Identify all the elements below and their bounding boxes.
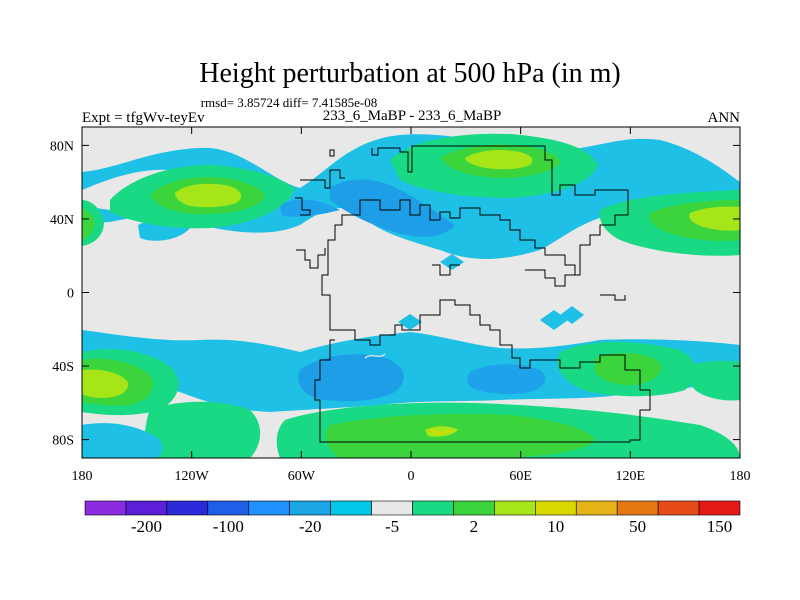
colorbar-swatch — [289, 500, 331, 516]
colorbar-swatch — [453, 500, 495, 516]
contour-south-east-green — [687, 360, 740, 401]
contour-north-atlantic-high-50 — [465, 150, 533, 170]
y-tick-label: 40S — [52, 360, 74, 375]
contour-west-pacific-high-20 — [82, 208, 95, 240]
contour-southern-ocean-high-20 — [325, 413, 595, 458]
stats-line: rmsd= 3.85724 diff= 7.41585e-08 — [201, 95, 378, 110]
colorbar-swatch — [330, 500, 372, 516]
colorbar-swatch — [657, 500, 700, 516]
colorbar-swatch — [371, 500, 413, 516]
x-tick-label: 180 — [730, 469, 751, 484]
colorbar-swatch — [616, 500, 659, 516]
colorbar-label: 50 — [629, 517, 646, 536]
colorbar-label: -5 — [385, 517, 399, 536]
contour-east-asia-high-50 — [689, 206, 740, 231]
contour-south-pacific-high-50 — [82, 369, 129, 398]
x-tick-label: 0 — [408, 469, 415, 484]
y-tick-label: 80S — [52, 434, 74, 449]
y-tick-label: 40N — [50, 213, 74, 228]
colorbar-label: -20 — [299, 517, 322, 536]
left-label: Expt = tfgWv-teyEv — [82, 110, 205, 126]
coast-outline-top-left — [295, 149, 345, 269]
contour-south-blue-outline — [364, 353, 386, 359]
contour-southwest-green — [140, 401, 261, 458]
colorbar-label: -200 — [131, 517, 162, 536]
contour-tropical-blue-2 — [398, 314, 422, 330]
contour-southern-ocean-yellow — [429, 429, 453, 436]
colorbar-swatch — [575, 500, 618, 516]
x-tick-label: 180 — [72, 469, 93, 484]
colorbar-label: 2 — [470, 517, 479, 536]
colorbar-swatch — [248, 500, 290, 516]
contour-south-atlantic-low — [298, 354, 404, 402]
colorbar-swatch — [698, 500, 741, 516]
contour-southwest-blue — [82, 423, 163, 458]
contour-tropical-blue-1 — [440, 254, 464, 270]
x-tick-label: 60W — [288, 469, 316, 484]
y-axis: 80N 40N 0 40S 80S — [50, 139, 740, 449]
contour-south-indian-low — [466, 364, 546, 395]
contour-north-atlantic-low — [330, 179, 455, 237]
contour-north-pacific-high-50 — [175, 183, 242, 208]
right-label: ANN — [708, 110, 741, 126]
colorbar-label: 10 — [547, 517, 564, 536]
colorbar-label: 150 — [707, 517, 733, 536]
chart-title: Height perturbation at 500 hPa (in m) — [199, 58, 620, 89]
map-plot-area — [82, 127, 740, 458]
center-label: 233_6_MaBP - 233_6_MaBP — [323, 108, 502, 124]
x-tick-label: 120W — [175, 469, 210, 484]
colorbar-swatch — [207, 500, 250, 516]
contour-north-blue-strip — [280, 199, 340, 217]
contour-southern-ocean-high-50 — [425, 426, 458, 437]
x-tick-label: 60E — [509, 469, 532, 484]
colorbar: -200 -100 -20 -5 2 10 50 150 — [84, 500, 741, 536]
coast-outline-east — [432, 264, 626, 301]
colorbar-swatch — [125, 500, 168, 516]
x-tick-label: 120E — [616, 469, 646, 484]
colorbar-swatch — [412, 500, 454, 516]
contour-south-pacific-blue-patch — [210, 346, 262, 364]
colorbar-swatch — [84, 500, 127, 516]
colorbar-label: -100 — [213, 517, 244, 536]
contour-tropical-blue-4 — [560, 306, 584, 324]
y-tick-label: 80N — [50, 139, 74, 154]
region-boundary-outline — [314, 145, 651, 443]
x-axis: 180 120W 60W 0 60E 120E 180 — [72, 127, 751, 484]
colorbar-swatch — [494, 500, 536, 516]
colorbar-swatch — [166, 500, 209, 516]
contour-south-indian-high-20 — [595, 353, 662, 386]
colorbar-swatch — [535, 500, 577, 516]
y-tick-label: 0 — [67, 287, 74, 302]
